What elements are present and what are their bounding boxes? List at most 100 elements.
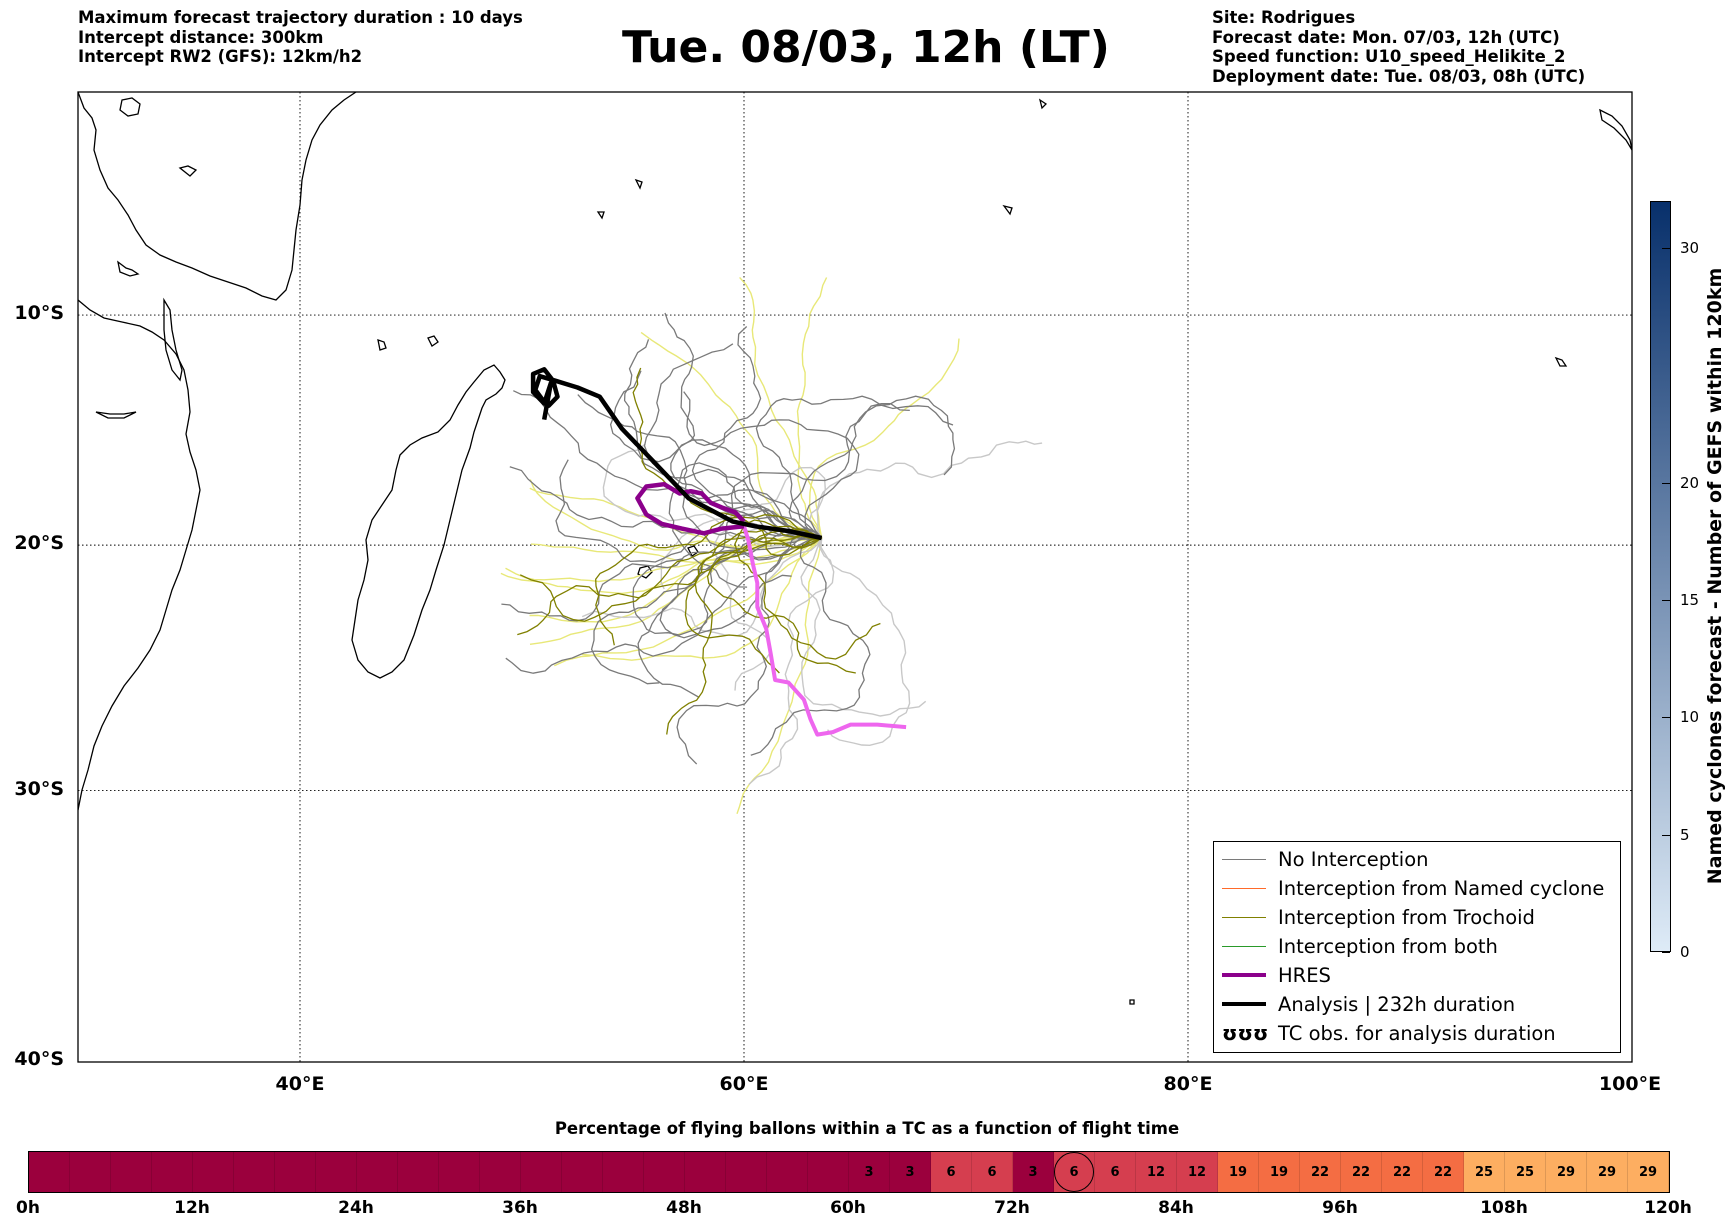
coastlines — [78, 92, 1632, 1005]
flight-bar-hour-label: 24h — [338, 1198, 374, 1218]
flight-bar-cell — [726, 1152, 767, 1192]
ensemble-track — [505, 537, 822, 674]
flight-bar-cell — [644, 1152, 685, 1192]
legend-swatch — [1222, 846, 1266, 872]
lat-label-20s: 20°S — [14, 532, 64, 554]
comoros — [377, 339, 387, 351]
ensemble-track — [820, 537, 911, 747]
madagascar-coast — [351, 364, 506, 679]
flight-bar-cell — [70, 1152, 111, 1192]
flight-bar-cell — [234, 1152, 275, 1192]
main-title: Tue. 08/03, 12h (LT) — [622, 22, 1110, 73]
ensemble-track — [664, 312, 823, 539]
flight-time-bar: 3 3 6 6 3 6 6 12 12 19 19 22 22 22 22 25 25 29 29 29 — [28, 1151, 1670, 1193]
flight-bar-hour-label: 120h — [1644, 1198, 1692, 1218]
flight-bar-cell: 12 — [1177, 1152, 1218, 1192]
legend-label: TC obs. for analysis duration — [1278, 1021, 1556, 1045]
flight-bar-hour-label: 84h — [1158, 1198, 1194, 1218]
reunion — [637, 565, 653, 579]
island-coast — [178, 165, 198, 177]
legend-item-tc-obs: ʊʊʊ TC obs. for analysis duration — [1222, 1020, 1556, 1046]
seychelles — [634, 178, 643, 190]
island-coast — [119, 97, 141, 117]
gefs-colorbar-tick-mark — [1662, 247, 1670, 249]
flight-bar-cell — [562, 1152, 603, 1192]
flight-bar-hour-label: 48h — [666, 1198, 702, 1218]
ensemble-track — [632, 537, 823, 636]
flight-bar-cell: 22 — [1300, 1152, 1341, 1192]
header-right-line: Deployment date: Tue. 08/03, 08h (UTC) — [1212, 66, 1586, 86]
gefs-colorbar-tick: 0 — [1680, 943, 1690, 961]
tc-obs-symbol: ʊʊʊ — [1222, 1021, 1269, 1045]
flight-bar-cell — [316, 1152, 357, 1192]
header-left-line: Intercept RW2 (GFS): 12km/h2 — [78, 47, 363, 66]
ensemble-track — [736, 537, 823, 815]
gefs-colorbar-tick-mark — [1662, 599, 1670, 601]
legend-swatch — [1222, 962, 1266, 988]
gefs-colorbar-tick: 5 — [1680, 825, 1690, 844]
lat-label-40s: 40°S — [14, 1048, 64, 1070]
ensemble-track — [530, 537, 823, 564]
flight-bar-cell — [29, 1152, 70, 1192]
gefs-colorbar-tick-mark — [1662, 952, 1670, 953]
hres-track — [635, 481, 746, 536]
flight-bar-cell — [111, 1152, 152, 1192]
ensemble-track — [808, 338, 960, 539]
flight-bar-cell: 12 — [1136, 1152, 1177, 1192]
legend-item-no-interception: No Interception — [1222, 846, 1429, 872]
flight-bar-cell — [521, 1152, 562, 1192]
flight-bar-cell: 3 — [1013, 1152, 1054, 1192]
legend-label: No Interception — [1278, 847, 1429, 871]
flight-bar-cell: 22 — [1341, 1152, 1382, 1192]
header-left-info: Maximum forecast trajectory duration : 1… — [78, 8, 523, 67]
flight-bar-cell: 25 — [1505, 1152, 1546, 1192]
legend-label: Interception from Trochoid — [1278, 905, 1535, 929]
ensemble-track — [501, 537, 823, 622]
island-coast — [1129, 999, 1135, 1005]
legend-label: Analysis | 232h duration — [1278, 992, 1516, 1016]
ensemble-track — [796, 277, 828, 539]
flight-bar-cell: 19 — [1218, 1152, 1259, 1192]
island-coast — [95, 411, 137, 419]
flight-bar-hour-label: 96h — [1322, 1198, 1358, 1218]
flight-bar-cell: 19 — [1259, 1152, 1300, 1192]
legend-label: Interception from both — [1278, 934, 1498, 958]
flight-bar-cell: 3 — [849, 1152, 890, 1192]
gefs-colorbar-tick: 10 — [1680, 708, 1700, 727]
flight-bar-cell — [193, 1152, 234, 1192]
ensemble-track — [800, 537, 927, 717]
ensemble-track — [668, 462, 822, 588]
header-left-line: Intercept distance: 300km — [78, 27, 324, 47]
header-right-line: Forecast date: Mon. 07/03, 12h (UTC) — [1212, 27, 1560, 47]
lon-label-100e: 100°E — [1598, 1073, 1662, 1095]
africa-coast — [78, 92, 357, 811]
gefs-colorbar — [1650, 201, 1671, 952]
island-coast — [1599, 108, 1632, 151]
ensemble-track — [554, 537, 823, 667]
island-coast — [1554, 356, 1568, 367]
flight-bar-cell — [685, 1152, 726, 1192]
map-gridlines — [78, 92, 1632, 1062]
map-legend: No Interception Interception from Named … — [1213, 841, 1621, 1053]
flight-bar-cell: 22 — [1382, 1152, 1423, 1192]
ensemble-track — [750, 537, 871, 756]
legend-label: HRES — [1278, 963, 1331, 987]
flight-bar-cell: 22 — [1423, 1152, 1464, 1192]
header-right-info: Site: Rodrigues Forecast date: Mon. 07/0… — [1212, 8, 1585, 86]
lon-label-80e: 80°E — [1163, 1073, 1213, 1095]
flight-bar-cell: 6 — [1095, 1152, 1136, 1192]
gefs-colorbar-tick-mark — [1662, 834, 1670, 836]
lat-label-30s: 30°S — [14, 778, 64, 800]
flight-bar-cell — [357, 1152, 398, 1192]
ensemble-track — [739, 276, 823, 539]
ensemble-track — [788, 395, 956, 539]
flight-bar-hour-label: 60h — [830, 1198, 866, 1218]
ensemble-track — [595, 514, 822, 646]
legend-swatch — [1222, 991, 1266, 1017]
flight-bar-cell — [398, 1152, 439, 1192]
ensemble-track — [659, 530, 822, 639]
lon-label-60e: 60°E — [719, 1073, 769, 1095]
island-coast — [163, 297, 183, 382]
ensemble-track — [683, 391, 860, 539]
flight-bar-hour-label: 0h — [16, 1198, 40, 1218]
